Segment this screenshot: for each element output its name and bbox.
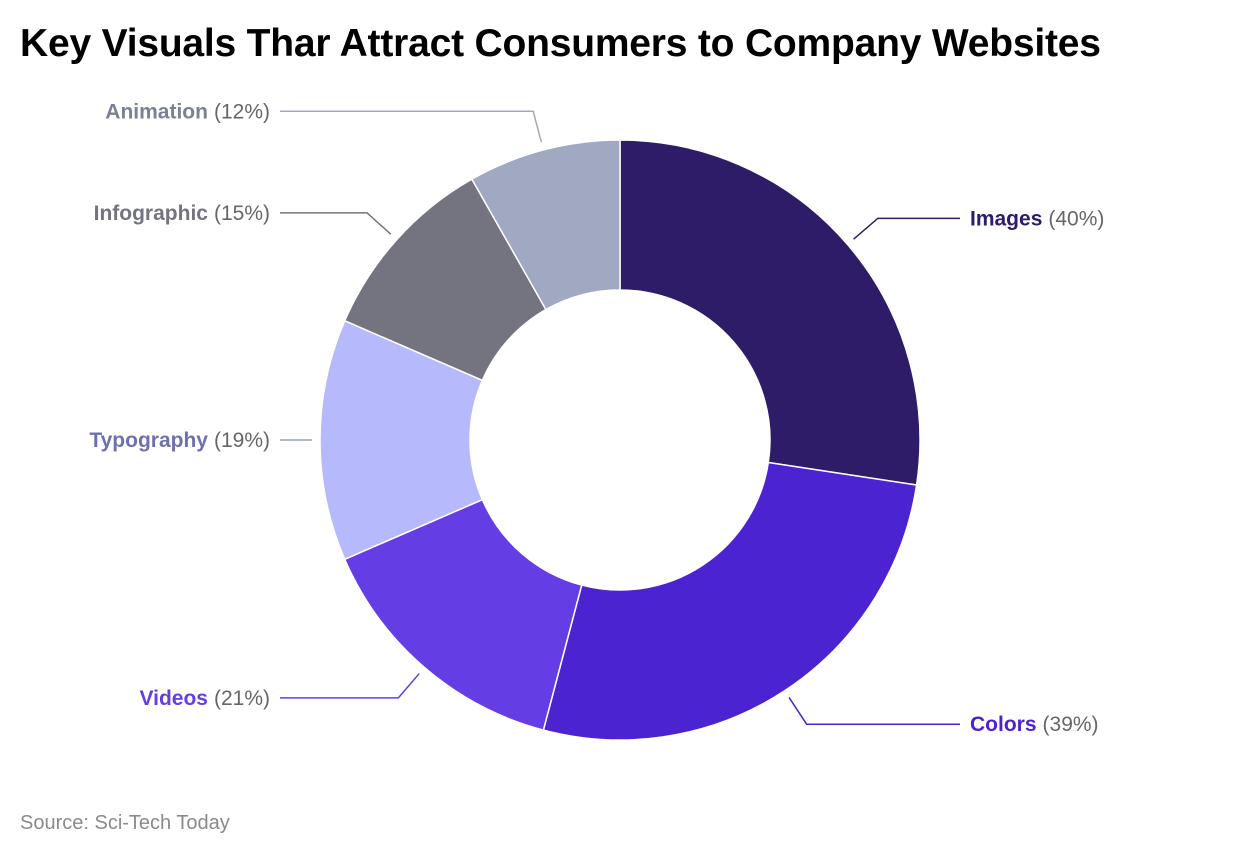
label-colors: Colors (39%) (970, 713, 1099, 736)
label-videos: Videos (21%) (139, 687, 270, 710)
slice-videos (343, 498, 583, 731)
label-images: Images (40%) (970, 207, 1104, 230)
label-name-animation: Animation (105, 100, 208, 123)
connector-infographic (280, 212, 392, 235)
label-name-typography: Typography (89, 429, 208, 452)
label-value-animation: (12%) (214, 100, 270, 123)
label-name-colors: Colors (970, 713, 1037, 736)
connector-animation (280, 110, 543, 143)
chart-title: Key Visuals Thar Attract Consumers to Co… (20, 22, 1101, 65)
donut-chart: Images (40%) Colors (39%) Videos (21%) Typogra… (89, 100, 1104, 741)
label-infographic: Infographic (15%) (94, 202, 270, 225)
label-value-infographic: (15%) (214, 202, 270, 225)
connector-videos (280, 673, 420, 699)
label-value-videos: (21%) (214, 687, 270, 710)
slice-images (619, 139, 921, 486)
label-name-videos: Videos (139, 687, 207, 710)
donut-labels: Images (40%) Colors (39%) Videos (21%) Typogra… (89, 100, 1104, 736)
slice-colors (542, 461, 918, 741)
label-typography: Typography (19%) (89, 429, 270, 452)
connector-images (853, 217, 960, 240)
connector-colors (788, 697, 960, 725)
label-name-infographic: Infographic (94, 202, 209, 225)
donut-slices (319, 139, 921, 741)
label-value-colors: (39%) (1043, 713, 1099, 736)
label-animation: Animation (12%) (105, 100, 270, 123)
source-note: Source: Sci-Tech Today (20, 812, 230, 834)
label-name-images: Images (970, 207, 1042, 230)
label-value-images: (40%) (1048, 207, 1104, 230)
label-value-typography: (19%) (214, 429, 270, 452)
slice-animation (470, 139, 621, 311)
